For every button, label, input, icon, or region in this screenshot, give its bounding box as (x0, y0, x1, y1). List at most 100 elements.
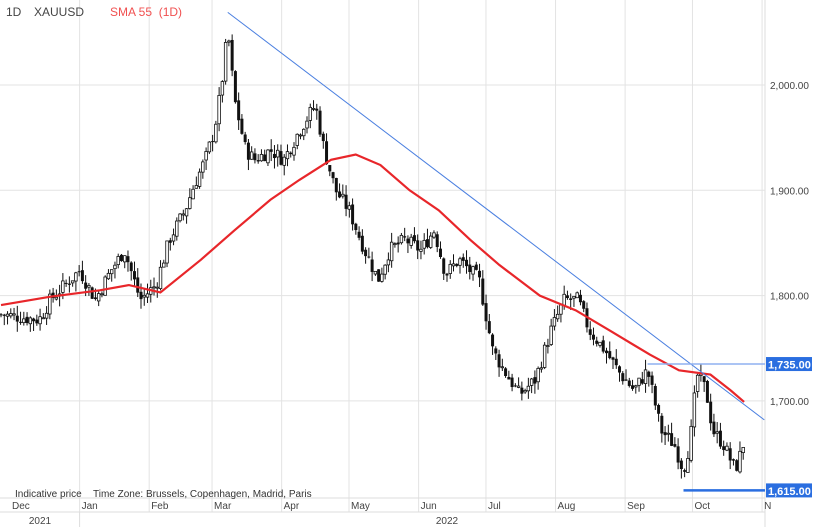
candle[interactable] (223, 38, 228, 85)
candle[interactable] (741, 447, 745, 460)
candle[interactable] (321, 131, 325, 149)
candle[interactable] (48, 289, 52, 320)
candle[interactable] (77, 265, 81, 277)
candle[interactable] (510, 373, 514, 392)
candle[interactable] (276, 144, 280, 167)
candle[interactable] (601, 335, 605, 354)
candle[interactable] (113, 261, 117, 279)
candle[interactable] (715, 422, 719, 444)
candle[interactable] (279, 144, 283, 166)
candle[interactable] (738, 441, 742, 474)
candle[interactable] (604, 347, 608, 364)
candle[interactable] (386, 252, 391, 273)
candle[interactable] (32, 317, 36, 331)
candle[interactable] (383, 264, 387, 280)
candle[interactable] (650, 371, 654, 394)
candle[interactable] (325, 133, 329, 165)
candle[interactable] (595, 336, 599, 347)
candle[interactable] (546, 338, 550, 354)
candle[interactable] (132, 261, 136, 287)
candle[interactable] (552, 309, 557, 331)
candle[interactable] (119, 253, 123, 262)
candle[interactable] (67, 276, 71, 293)
candle[interactable] (347, 201, 352, 218)
candle[interactable] (220, 80, 225, 103)
candle[interactable] (328, 165, 332, 177)
candle[interactable] (341, 184, 345, 199)
candle[interactable] (191, 185, 195, 200)
candle[interactable] (214, 120, 218, 144)
candle[interactable] (311, 100, 316, 112)
candle[interactable] (643, 359, 648, 393)
candle[interactable] (227, 39, 231, 47)
candle[interactable] (194, 176, 199, 189)
candle[interactable] (373, 270, 378, 276)
candle[interactable] (396, 236, 400, 253)
candle[interactable] (516, 377, 521, 389)
candle[interactable] (19, 311, 23, 325)
candle[interactable] (197, 168, 202, 189)
candle[interactable] (614, 349, 618, 369)
candle[interactable] (289, 151, 293, 158)
candle[interactable] (38, 308, 42, 331)
candle[interactable] (634, 384, 638, 394)
candle[interactable] (627, 377, 631, 388)
candle[interactable] (507, 370, 511, 380)
candle[interactable] (526, 377, 531, 399)
candle[interactable] (259, 149, 264, 162)
interval-label[interactable]: 1D (6, 5, 22, 19)
candle[interactable] (513, 383, 517, 388)
candle[interactable] (389, 232, 394, 268)
candle[interactable] (256, 154, 260, 164)
candle[interactable] (660, 413, 664, 443)
candle[interactable] (445, 272, 449, 282)
candle[interactable] (686, 451, 690, 473)
candle[interactable] (536, 366, 540, 390)
candle[interactable] (712, 413, 716, 437)
candle[interactable] (171, 228, 176, 246)
candle[interactable] (253, 148, 257, 164)
candle[interactable] (591, 327, 595, 346)
candle[interactable] (204, 147, 208, 170)
candle[interactable] (679, 458, 683, 479)
candle[interactable] (184, 208, 189, 224)
candle[interactable] (728, 442, 732, 470)
candle[interactable] (653, 383, 657, 410)
candle[interactable] (302, 128, 306, 141)
candle[interactable] (572, 295, 576, 307)
candle[interactable] (217, 87, 221, 132)
candle[interactable] (575, 291, 579, 299)
candle[interactable] (565, 290, 569, 300)
candle[interactable] (315, 103, 319, 120)
candle[interactable] (461, 253, 465, 268)
candle[interactable] (621, 371, 625, 385)
candle[interactable] (419, 240, 423, 260)
candle[interactable] (162, 259, 166, 268)
candle[interactable] (211, 134, 215, 152)
candle[interactable] (683, 468, 687, 478)
candle[interactable] (201, 159, 205, 179)
candle[interactable] (487, 314, 491, 335)
candle[interactable] (168, 237, 172, 251)
candle[interactable] (351, 198, 355, 231)
candle[interactable] (35, 314, 39, 326)
candle[interactable] (468, 256, 472, 280)
candle[interactable] (429, 232, 433, 250)
candle[interactable] (403, 227, 407, 242)
candle[interactable] (364, 247, 368, 264)
candle[interactable] (338, 183, 342, 199)
candle[interactable] (308, 103, 312, 129)
candle[interactable] (28, 316, 33, 332)
candle[interactable] (126, 250, 130, 272)
candle[interactable] (318, 106, 322, 137)
candle[interactable] (539, 361, 544, 373)
candle[interactable] (240, 114, 244, 135)
candle[interactable] (631, 379, 635, 391)
candle[interactable] (666, 424, 671, 442)
candle[interactable] (676, 438, 680, 470)
candle[interactable] (409, 233, 413, 249)
candle[interactable] (377, 269, 381, 282)
candle[interactable] (263, 149, 267, 162)
candle[interactable] (533, 370, 537, 394)
candle[interactable] (188, 188, 192, 210)
